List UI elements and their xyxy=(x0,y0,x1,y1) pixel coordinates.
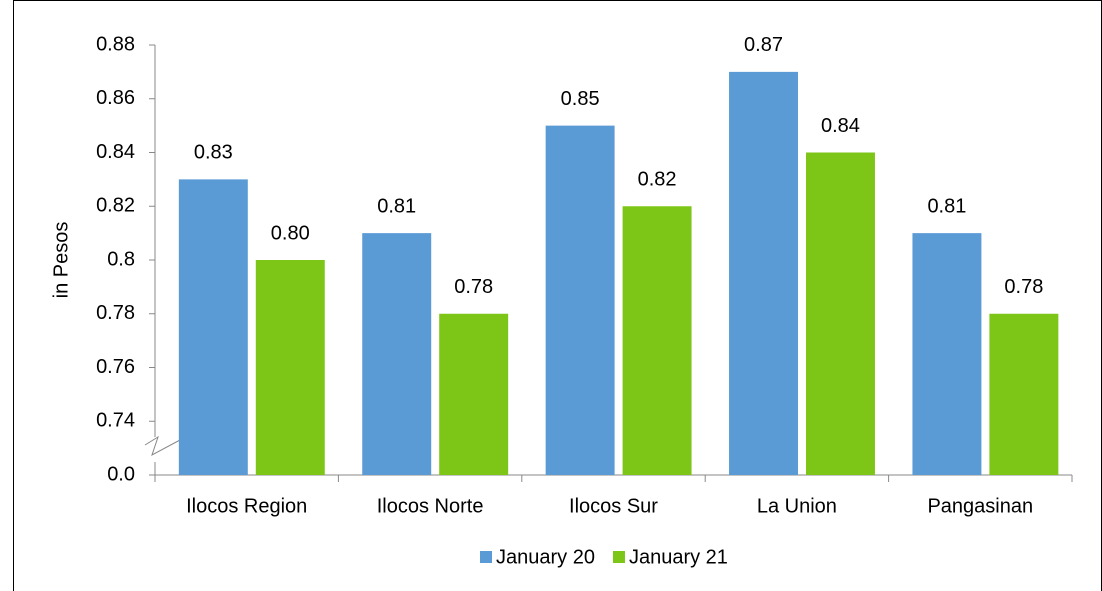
bar xyxy=(806,152,875,475)
value-label: 0.80 xyxy=(271,222,310,244)
bar xyxy=(622,206,692,475)
y-break-label: 0.0 xyxy=(107,463,135,485)
bar xyxy=(912,233,982,475)
value-label: 0.78 xyxy=(1004,276,1043,298)
bar xyxy=(178,179,248,475)
y-tick-label: 0.76 xyxy=(96,356,135,378)
value-label: 0.81 xyxy=(927,195,966,217)
value-label: 0.87 xyxy=(744,34,783,56)
y-tick-label: 0.88 xyxy=(96,33,135,55)
x-tick-label: La Union xyxy=(757,495,837,517)
value-label: 0.83 xyxy=(194,142,233,164)
x-tick-label: Ilocos Norte xyxy=(377,495,484,517)
legend-swatch xyxy=(480,551,492,563)
value-label: 0.81 xyxy=(377,195,416,217)
legend-label: January 21 xyxy=(629,546,728,568)
y-tick-label: 0.84 xyxy=(96,141,135,163)
y-tick-label: 0.74 xyxy=(96,410,135,432)
y-tick-label: 0.8 xyxy=(107,248,135,270)
value-label: 0.78 xyxy=(454,276,493,298)
x-tick-label: Ilocos Sur xyxy=(569,495,658,517)
legend-label: January 20 xyxy=(496,546,595,568)
bar xyxy=(989,313,1059,475)
bar xyxy=(729,71,799,475)
value-label: 0.82 xyxy=(638,169,677,191)
axis-break xyxy=(144,435,181,457)
value-label: 0.85 xyxy=(561,88,600,110)
bar xyxy=(362,233,432,475)
bar xyxy=(255,260,325,475)
y-tick-label: 0.78 xyxy=(96,302,135,324)
y-tick-label: 0.86 xyxy=(96,87,135,109)
y-tick-label: 0.82 xyxy=(96,195,135,217)
value-label: 0.84 xyxy=(821,115,860,137)
y-axis-label: in Pesos xyxy=(50,222,72,299)
x-tick-label: Ilocos Region xyxy=(186,495,307,517)
bar xyxy=(545,125,615,475)
legend-swatch xyxy=(612,551,625,563)
bar xyxy=(439,313,509,475)
x-tick-label: Pangasinan xyxy=(927,495,1033,517)
